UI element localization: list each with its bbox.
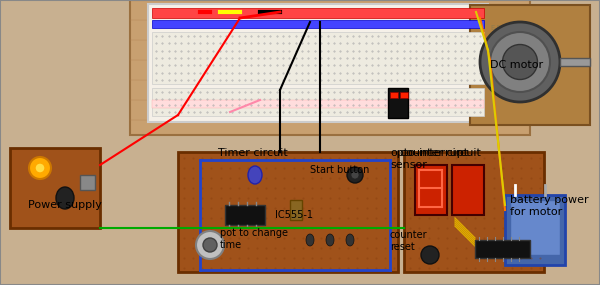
Bar [470, 5, 590, 125]
Bar [10, 148, 100, 228]
Ellipse shape [347, 167, 363, 183]
Ellipse shape [196, 231, 224, 259]
Bar [390, 92, 398, 98]
Bar [130, 0, 530, 135]
Bar [152, 20, 484, 28]
Text: DC motor: DC motor [490, 60, 543, 70]
Text: Timer circuit: Timer circuit [218, 148, 288, 158]
Bar [560, 58, 590, 66]
Ellipse shape [29, 157, 51, 179]
Text: Start button: Start button [310, 165, 370, 175]
Bar [152, 100, 484, 108]
Bar [510, 200, 560, 255]
Ellipse shape [203, 238, 217, 252]
Ellipse shape [35, 163, 45, 173]
Ellipse shape [248, 166, 262, 184]
Text: pot to change
time: pot to change time [220, 228, 288, 250]
Bar [388, 88, 408, 118]
Bar [400, 92, 408, 98]
Text: counter circuit: counter circuit [400, 148, 481, 158]
Ellipse shape [490, 32, 550, 92]
Text: battery power
for motor: battery power for motor [510, 195, 589, 217]
Ellipse shape [351, 171, 359, 179]
Bar [505, 195, 565, 265]
Bar [178, 152, 398, 272]
Text: counter
reset: counter reset [390, 230, 428, 252]
Bar [452, 165, 484, 215]
Text: IC555-1: IC555-1 [275, 210, 313, 220]
Bar [404, 152, 544, 272]
Text: E-BU4495: E-BU4495 [490, 40, 524, 46]
Text: E-BU4483: E-BU4483 [490, 25, 524, 31]
Ellipse shape [56, 187, 74, 209]
Bar [415, 165, 447, 215]
Ellipse shape [306, 234, 314, 246]
Ellipse shape [326, 234, 334, 246]
Bar [152, 88, 484, 116]
Ellipse shape [503, 44, 538, 80]
Ellipse shape [480, 22, 560, 102]
Text: Power supply: Power supply [28, 200, 102, 210]
Bar [148, 4, 488, 122]
Text: opto-interrupt
sensor: opto-interrupt sensor [390, 148, 468, 170]
Ellipse shape [421, 246, 439, 264]
Bar [290, 200, 302, 220]
Bar [225, 205, 265, 225]
Bar [152, 8, 484, 18]
Bar [152, 32, 484, 84]
Ellipse shape [346, 234, 354, 246]
Bar [80, 175, 95, 190]
Bar [475, 240, 530, 258]
